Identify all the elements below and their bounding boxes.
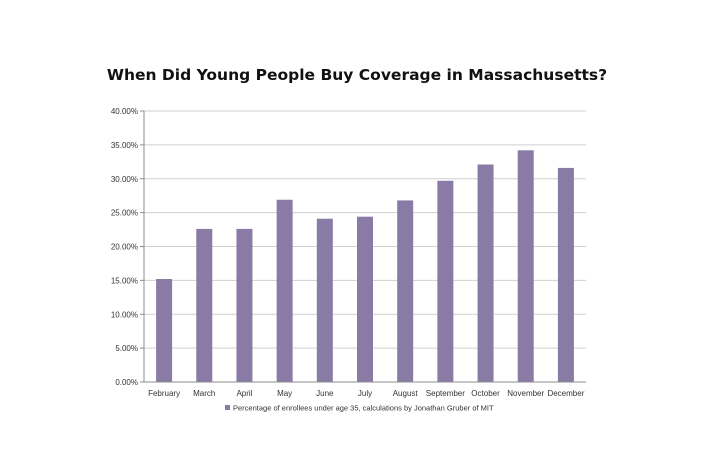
bar xyxy=(397,200,414,382)
bar xyxy=(557,167,574,382)
bar xyxy=(156,279,173,382)
x-tick-label: May xyxy=(277,389,292,398)
x-tick-label: November xyxy=(507,389,544,398)
chart-title: When Did Young People Buy Coverage in Ma… xyxy=(107,66,607,84)
legend-label: Percentage of enrollees under age 35, ca… xyxy=(233,404,494,413)
y-tick-label: 40.00% xyxy=(111,107,138,116)
y-tick-label: 15.00% xyxy=(111,276,138,285)
y-tick-label: 25.00% xyxy=(111,209,138,218)
bar xyxy=(517,150,534,382)
x-tick-label: April xyxy=(236,389,252,398)
bar xyxy=(437,180,454,382)
x-axis-tick-labels: February March April May June July August Septe… xyxy=(148,389,585,398)
legend-swatch xyxy=(225,405,230,410)
x-tick-label: July xyxy=(358,389,372,398)
y-tick-label: 10.00% xyxy=(111,310,138,319)
x-tick-label: September xyxy=(426,389,465,398)
bars xyxy=(156,150,574,382)
y-tick-label: 5.00% xyxy=(115,344,138,353)
axes xyxy=(140,110,586,383)
legend: Percentage of enrollees under age 35, ca… xyxy=(225,404,494,413)
y-tick-label: 30.00% xyxy=(111,175,138,184)
x-tick-label: October xyxy=(471,389,500,398)
y-axis-tick-labels: 0.00% 5.00% 10.00% 15.00% 20.00% 25.00% 30.00%… xyxy=(111,107,138,387)
bar xyxy=(477,164,494,382)
x-tick-label: February xyxy=(148,389,180,398)
bar xyxy=(196,228,213,382)
bar xyxy=(357,216,373,382)
x-tick-label: August xyxy=(393,389,419,398)
bar xyxy=(316,218,333,382)
x-tick-label: December xyxy=(547,389,584,398)
y-tick-label: 35.00% xyxy=(111,141,138,150)
bar xyxy=(236,228,253,382)
x-tick-label: March xyxy=(193,389,215,398)
bar xyxy=(276,199,293,382)
y-tick-label: 0.00% xyxy=(115,378,138,387)
x-tick-label: June xyxy=(316,389,334,398)
y-tick-label: 20.00% xyxy=(111,243,138,252)
